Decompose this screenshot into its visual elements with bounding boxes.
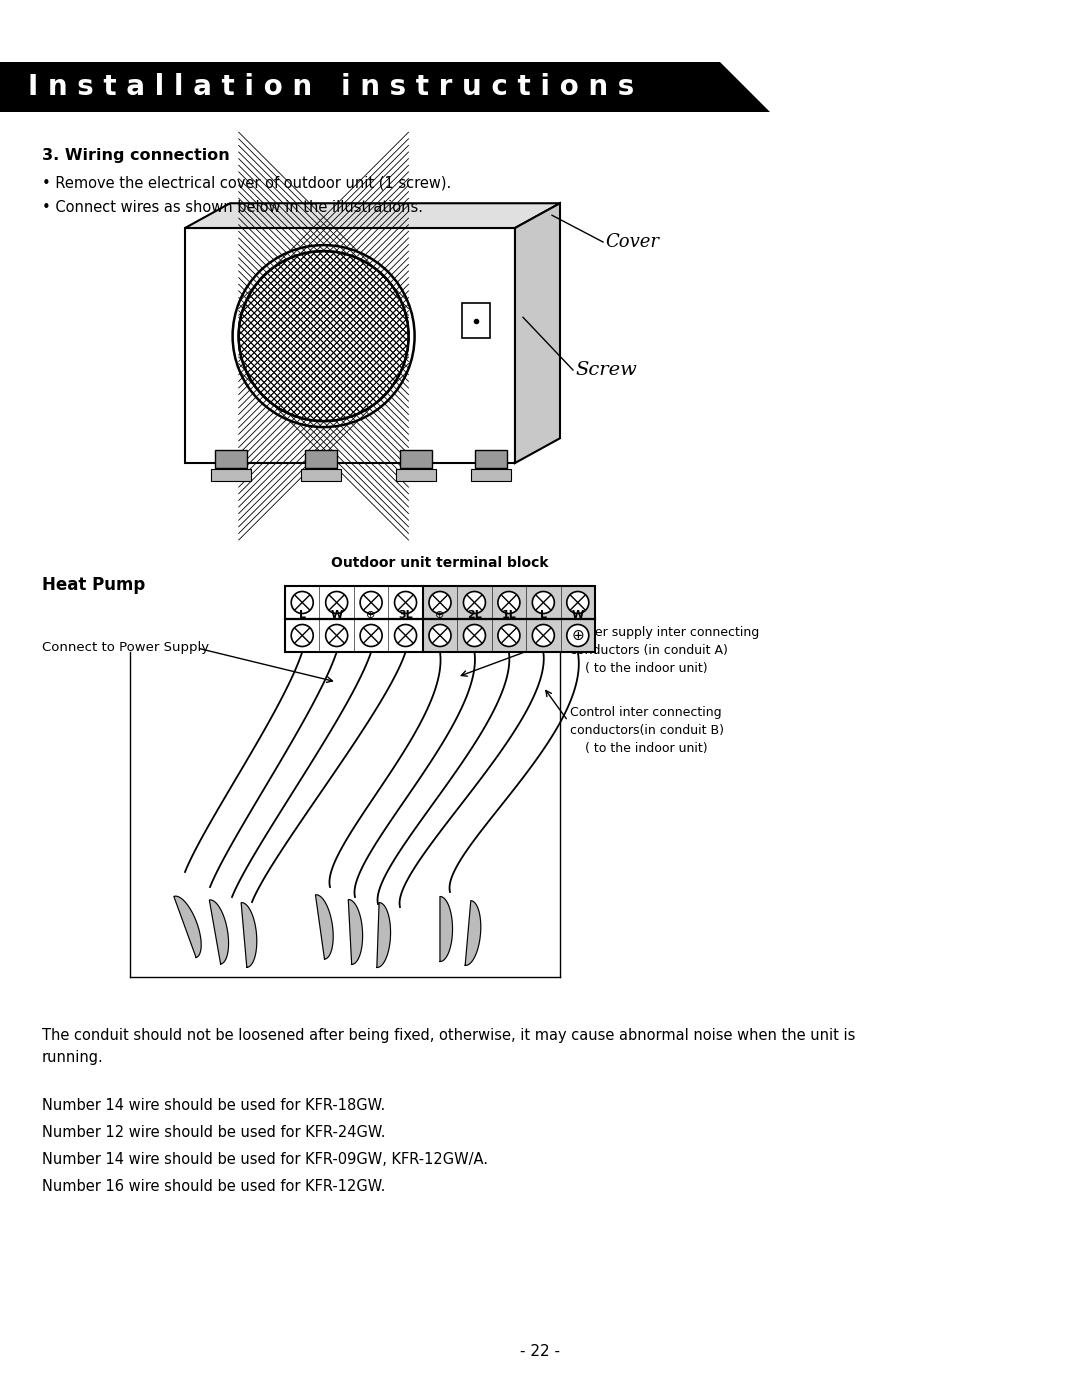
Circle shape — [292, 591, 313, 613]
Polygon shape — [440, 897, 453, 961]
Text: Screw: Screw — [575, 360, 637, 379]
Bar — [285, 619, 595, 652]
Text: running.: running. — [42, 1051, 104, 1065]
Circle shape — [429, 624, 451, 647]
Circle shape — [498, 624, 519, 647]
Polygon shape — [185, 203, 561, 228]
Text: Heat Pump: Heat Pump — [42, 576, 145, 594]
Text: conductors (in conduit A): conductors (in conduit A) — [570, 644, 728, 657]
Text: ⊕: ⊕ — [571, 629, 584, 643]
Text: conductors(in conduit B): conductors(in conduit B) — [570, 724, 724, 738]
Text: 2L: 2L — [467, 610, 482, 620]
Text: ( to the indoor unit): ( to the indoor unit) — [585, 662, 707, 675]
Bar — [285, 585, 595, 619]
Circle shape — [532, 624, 554, 647]
Circle shape — [463, 591, 485, 613]
Bar — [422, 585, 595, 619]
Bar — [301, 469, 341, 481]
Circle shape — [292, 624, 313, 647]
Text: • Remove the electrical cover of outdoor unit (1 screw).: • Remove the electrical cover of outdoor… — [42, 175, 451, 190]
Text: Power supply inter connecting: Power supply inter connecting — [570, 626, 759, 638]
Bar — [305, 450, 337, 468]
Text: Outdoor unit terminal block: Outdoor unit terminal block — [332, 556, 549, 570]
Circle shape — [463, 624, 485, 647]
Text: 1L: 1L — [501, 610, 516, 620]
Polygon shape — [210, 900, 229, 964]
Text: The conduit should not be loosened after being fixed, otherwise, it may cause ab: The conduit should not be loosened after… — [42, 1028, 855, 1044]
Text: L: L — [299, 610, 306, 620]
Bar — [471, 469, 511, 481]
Bar — [211, 469, 251, 481]
Circle shape — [360, 624, 382, 647]
Circle shape — [567, 591, 589, 613]
Circle shape — [326, 624, 348, 647]
Bar — [400, 450, 432, 468]
Text: Number 12 wire should be used for KFR-24GW.: Number 12 wire should be used for KFR-24… — [42, 1125, 386, 1140]
Polygon shape — [515, 203, 561, 462]
Text: Cover: Cover — [605, 233, 659, 251]
Polygon shape — [315, 895, 333, 960]
Text: L: L — [540, 610, 546, 620]
Text: W: W — [330, 610, 342, 620]
Polygon shape — [0, 61, 770, 112]
Text: - 22 -: - 22 - — [519, 1344, 561, 1359]
Polygon shape — [465, 901, 481, 965]
Circle shape — [567, 624, 589, 647]
Text: ⊕: ⊕ — [366, 610, 376, 620]
Polygon shape — [377, 902, 391, 968]
Text: W: W — [571, 610, 584, 620]
Text: • Connect wires as shown below in the illustrations.: • Connect wires as shown below in the il… — [42, 200, 423, 215]
Text: Connect to Power Supply: Connect to Power Supply — [42, 641, 210, 655]
Text: ( to the indoor unit): ( to the indoor unit) — [585, 742, 707, 754]
Text: Number 14 wire should be used for KFR-09GW, KFR-12GW/A.: Number 14 wire should be used for KFR-09… — [42, 1153, 488, 1166]
Text: ⊕: ⊕ — [435, 610, 445, 620]
Text: 3. Wiring connection: 3. Wiring connection — [42, 148, 230, 163]
Circle shape — [394, 624, 417, 647]
Polygon shape — [241, 902, 257, 967]
Text: I n s t a l l a t i o n   i n s t r u c t i o n s: I n s t a l l a t i o n i n s t r u c t … — [28, 73, 634, 101]
Circle shape — [360, 591, 382, 613]
Text: Number 14 wire should be used for KFR-18GW.: Number 14 wire should be used for KFR-18… — [42, 1098, 386, 1113]
Bar — [396, 469, 436, 481]
Circle shape — [326, 591, 348, 613]
Polygon shape — [174, 895, 201, 957]
Circle shape — [239, 251, 408, 420]
Polygon shape — [185, 228, 515, 462]
Circle shape — [429, 591, 451, 613]
Bar — [215, 450, 247, 468]
Bar — [475, 450, 507, 468]
Circle shape — [394, 591, 417, 613]
Text: 3L: 3L — [399, 610, 413, 620]
Bar — [422, 619, 595, 652]
Text: Control inter connecting: Control inter connecting — [570, 705, 721, 719]
Polygon shape — [348, 900, 363, 964]
Bar — [462, 303, 490, 338]
Circle shape — [498, 591, 519, 613]
Circle shape — [532, 591, 554, 613]
Text: Number 16 wire should be used for KFR-12GW.: Number 16 wire should be used for KFR-12… — [42, 1179, 386, 1194]
